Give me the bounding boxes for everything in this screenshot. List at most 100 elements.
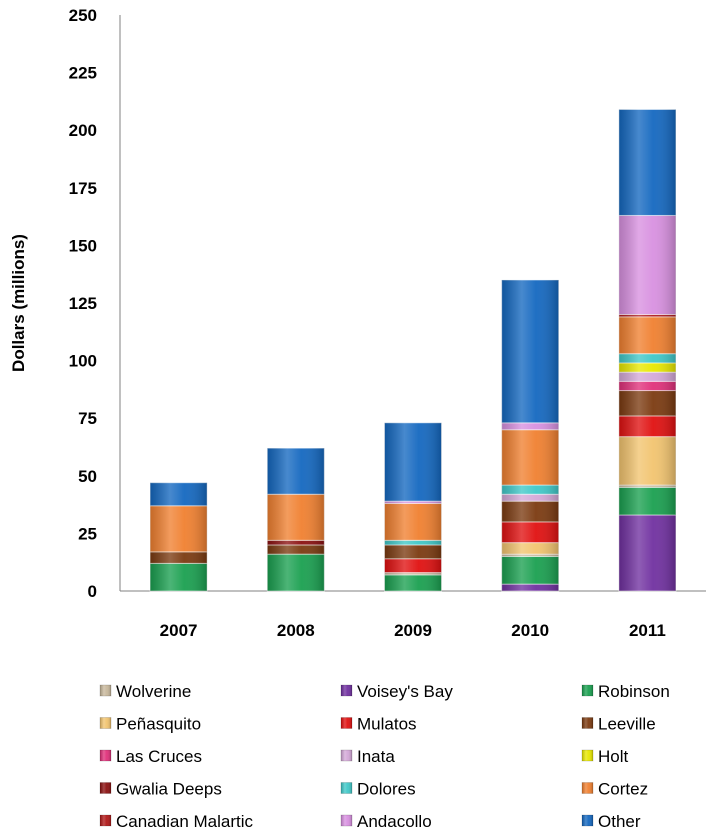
legend-item: Mulatos	[340, 715, 417, 734]
legend-swatch-shine	[341, 685, 352, 696]
bar-segment	[618, 108, 677, 216]
legend-item: Voisey's Bay	[340, 682, 453, 701]
y-tick-label: 250	[69, 6, 97, 25]
bar-segment	[149, 551, 208, 564]
legend-item: Robinson	[581, 682, 670, 701]
legend-swatch-shine	[582, 815, 593, 826]
bar-segment	[618, 362, 677, 373]
bar-segment-shine	[384, 544, 442, 559]
y-tick-label: 0	[88, 582, 97, 601]
bar-segment-shine	[501, 429, 559, 486]
bar-segment-shine	[384, 422, 442, 502]
x-axis-ticks: 2007 2008 2009 2010 2011	[160, 621, 666, 640]
bar-segment	[149, 505, 208, 553]
bar-segment	[618, 436, 677, 486]
legend-item: Dolores	[340, 780, 416, 799]
bar-segment-shine	[150, 563, 208, 591]
bar-segment-shine	[384, 501, 442, 504]
legend-swatch-shine	[341, 750, 352, 761]
legend-item: Andacollo	[340, 812, 432, 831]
bar-segment	[618, 380, 677, 392]
bar-segment	[384, 558, 442, 574]
bar-segment	[501, 542, 560, 555]
bar-segment	[501, 555, 560, 585]
legend-item: Holt	[581, 747, 629, 766]
legend-item: Leeville	[581, 715, 656, 734]
bar-segment	[501, 279, 560, 424]
bar-segment	[618, 486, 677, 516]
bar-segment	[384, 502, 442, 541]
legend-label: Andacollo	[357, 812, 432, 831]
bar-segment	[266, 553, 325, 592]
bar-segment-shine	[618, 485, 676, 488]
bar-segment	[266, 544, 325, 555]
legend-label: Leeville	[598, 715, 656, 734]
bar-segment	[384, 574, 442, 592]
bar-segment-shine	[384, 503, 442, 541]
legend-swatch-shine	[582, 782, 593, 794]
bar-segment-shine	[618, 390, 676, 416]
y-axis-label: Dollars (millions)	[9, 234, 28, 372]
bar-segment-shine	[150, 551, 208, 564]
bar-segment-shine	[501, 279, 559, 423]
legend-label: Mulatos	[357, 715, 417, 734]
y-tick-label: 175	[69, 179, 97, 198]
legend-swatch-shine	[100, 750, 111, 761]
bar-segment-shine	[150, 505, 208, 552]
bar-segment-shine	[501, 422, 559, 430]
bar-segment-shine	[618, 316, 676, 354]
bar-segment	[618, 353, 677, 364]
bar-segment	[501, 484, 560, 495]
bar-segment	[384, 544, 442, 560]
x-tick-label: 2008	[277, 621, 315, 640]
bar-segment-shine	[618, 436, 676, 486]
legend-item: Other	[581, 812, 641, 831]
legend: Wolverine Voisey's Bay Robinson Peñasquito M…	[99, 682, 670, 831]
bar-segment	[384, 422, 442, 502]
legend-item: Wolverine	[99, 682, 191, 701]
bar-segment-shine	[501, 584, 559, 591]
bar-segment-shine	[267, 540, 325, 545]
legend-label: Holt	[598, 747, 629, 766]
y-tick-label: 150	[69, 236, 97, 255]
bar-segment-shine	[618, 109, 676, 216]
legend-swatch-shine	[582, 750, 593, 761]
bar-segment	[501, 493, 560, 502]
bar-segment-shine	[618, 314, 676, 317]
x-tick-label: 2010	[511, 621, 549, 640]
legend-label: Inata	[357, 747, 395, 766]
bar-segment-shine	[150, 482, 208, 506]
x-tick-label: 2009	[394, 621, 432, 640]
y-tick-label: 50	[78, 467, 97, 486]
legend-item: Gwalia Deeps	[99, 780, 222, 799]
bar-segment	[618, 371, 677, 382]
legend-label: Cortez	[598, 780, 648, 799]
bar-segment	[501, 583, 560, 592]
bar-segment-shine	[618, 381, 676, 391]
legend-swatch-shine	[100, 782, 111, 794]
bar-segment-shine	[384, 558, 442, 573]
bar-segment-shine	[267, 448, 325, 495]
legend-swatch-shine	[100, 815, 111, 826]
bar-segment	[618, 316, 677, 355]
legend-swatch-shine	[341, 717, 352, 729]
legend-swatch-shine	[582, 685, 593, 696]
legend-label: Robinson	[598, 682, 670, 701]
x-tick-label: 2011	[629, 621, 666, 640]
bar-segment-shine	[501, 521, 559, 543]
legend-label: Wolverine	[116, 682, 191, 701]
bar-segment	[266, 493, 325, 541]
legend-item: Canadian Malartic	[99, 812, 254, 831]
bar-segment	[618, 214, 677, 316]
bar-segment-shine	[267, 544, 325, 555]
bar-segment-shine	[501, 542, 559, 555]
bar-segment-shine	[501, 501, 559, 522]
legend-item: Cortez	[581, 780, 648, 799]
legend-item: Inata	[340, 747, 395, 766]
bar-segment-shine	[501, 494, 559, 502]
y-axis-ticks: 0 25 50 75 100 125 150 175 200 225 250	[69, 6, 97, 601]
y-tick-label: 200	[69, 121, 97, 140]
legend-label: Las Cruces	[116, 747, 202, 766]
bar-segment-shine	[618, 353, 676, 363]
